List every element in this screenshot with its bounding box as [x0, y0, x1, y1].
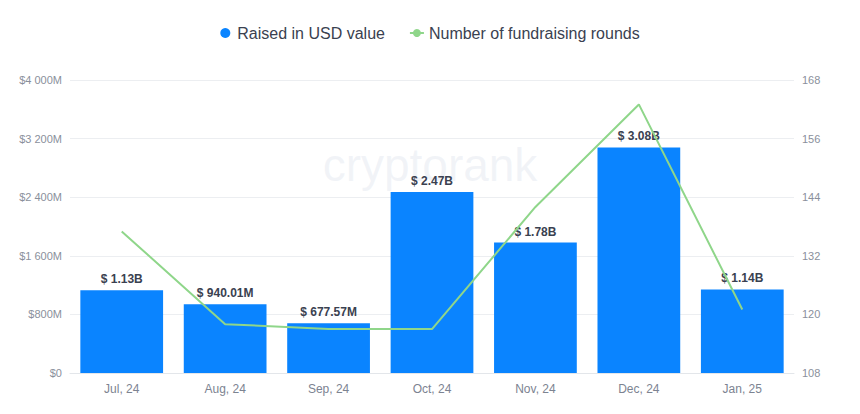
svg-text:168: 168	[802, 74, 820, 86]
svg-text:108: 108	[802, 367, 820, 379]
svg-text:Aug, 24: Aug, 24	[204, 382, 246, 396]
svg-text:$ 2.47B: $ 2.47B	[411, 174, 453, 188]
svg-text:Sep, 24: Sep, 24	[308, 382, 350, 396]
svg-text:$1 600M: $1 600M	[19, 250, 62, 262]
svg-text:132: 132	[802, 250, 820, 262]
svg-text:Number of fundraising rounds: Number of fundraising rounds	[429, 25, 640, 42]
svg-text:$0: $0	[50, 367, 62, 379]
svg-text:Jan, 25: Jan, 25	[723, 382, 763, 396]
svg-text:144: 144	[802, 191, 820, 203]
svg-text:cryptorank: cryptorank	[323, 139, 539, 191]
svg-text:156: 156	[802, 133, 820, 145]
svg-text:$ 1.78B: $ 1.78B	[514, 225, 556, 239]
svg-text:$ 3.08B: $ 3.08B	[618, 129, 660, 143]
svg-text:$ 1.13B: $ 1.13B	[101, 272, 143, 286]
svg-text:Oct, 24: Oct, 24	[413, 382, 452, 396]
svg-text:$ 677.57M: $ 677.57M	[300, 305, 357, 319]
svg-text:$3 200M: $3 200M	[19, 133, 62, 145]
svg-text:$ 1.14B: $ 1.14B	[721, 271, 764, 286]
svg-text:Dec, 24: Dec, 24	[618, 382, 660, 396]
svg-text:$4 000M: $4 000M	[19, 74, 62, 86]
svg-text:$800M: $800M	[28, 308, 62, 320]
svg-text:Jul, 24: Jul, 24	[104, 382, 140, 396]
svg-text:Nov, 24: Nov, 24	[515, 382, 556, 396]
svg-text:$ 940.01M: $ 940.01M	[197, 286, 254, 300]
svg-text:Raised in USD value: Raised in USD value	[237, 25, 385, 42]
svg-text:120: 120	[802, 308, 820, 320]
svg-text:$2 400M: $2 400M	[19, 191, 62, 203]
